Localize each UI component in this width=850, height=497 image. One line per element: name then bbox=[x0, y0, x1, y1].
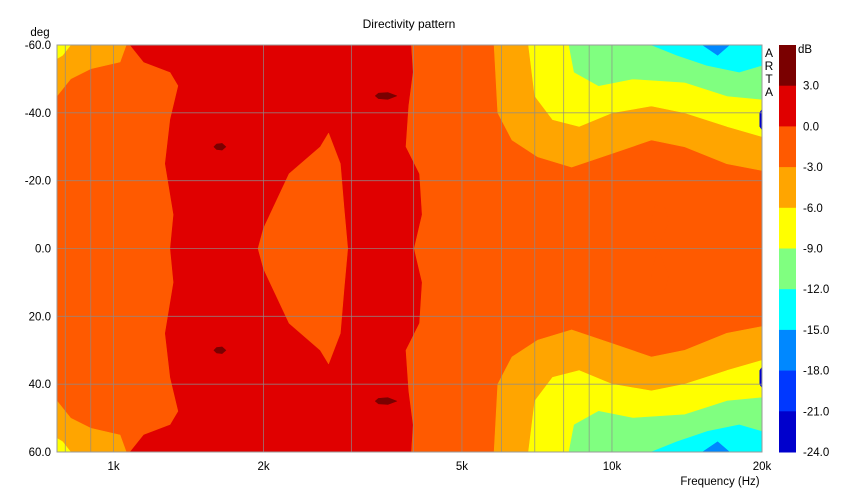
colorbar bbox=[779, 45, 796, 453]
colorbar-band-8 bbox=[779, 370, 796, 412]
x-tick-label-2: 5k bbox=[456, 461, 468, 473]
colorbar-label-3: -6.0 bbox=[803, 203, 823, 215]
colorbar-unit: dB bbox=[798, 44, 812, 56]
contour-region-21 bbox=[374, 397, 398, 405]
watermark-letter-3: A bbox=[765, 85, 773, 99]
y-tick-label-5: 40.0 bbox=[29, 379, 51, 391]
contour-region-18 bbox=[213, 143, 227, 151]
y-axis-label: deg bbox=[30, 27, 49, 39]
x-tick-labels: 1k 2k 5k 10k 20k bbox=[107, 461, 771, 473]
colorbar-label-7: -18.0 bbox=[803, 366, 829, 378]
x-tick-label-1: 2k bbox=[258, 461, 270, 473]
contour-region-17 bbox=[651, 204, 670, 293]
colorbar-label-2: -3.0 bbox=[803, 162, 823, 174]
x-tick-label-0: 1k bbox=[107, 461, 119, 473]
colorbar-label-8: -21.0 bbox=[803, 406, 829, 418]
chart-title: Directivity pattern bbox=[363, 17, 456, 31]
colorbar-label-0: 3.0 bbox=[803, 81, 819, 93]
contour-region-19 bbox=[213, 346, 227, 354]
y-tick-label-0: -60.0 bbox=[25, 40, 51, 52]
colorbar-label-6: -15.0 bbox=[803, 325, 829, 337]
y-tick-label-1: -40.0 bbox=[25, 108, 51, 120]
plot-frame bbox=[56, 44, 763, 453]
colorbar-label-4: -9.0 bbox=[803, 244, 823, 256]
y-tick-label-6: 60.0 bbox=[29, 447, 51, 459]
y-tick-label-4: 20.0 bbox=[29, 311, 51, 323]
colorbar-label-9: -24.0 bbox=[803, 447, 829, 459]
watermark-letter-1: R bbox=[765, 59, 774, 73]
colorbar-band-0 bbox=[779, 45, 796, 87]
x-axis-label: Frequency (Hz) bbox=[680, 476, 759, 488]
watermark-letter-2: T bbox=[765, 72, 773, 86]
colorbar-band-7 bbox=[779, 329, 796, 372]
colorbar-band-5 bbox=[779, 248, 796, 290]
colorbar-label-1: 0.0 bbox=[803, 121, 819, 133]
watermark-letter-0: A bbox=[765, 46, 773, 60]
y-tick-label-2: -20.0 bbox=[25, 176, 51, 188]
contour-region-20 bbox=[374, 92, 398, 100]
y-tick-label-3: 0.0 bbox=[35, 244, 51, 256]
colorbar-band-9 bbox=[779, 411, 796, 453]
colorbar-label-5: -12.0 bbox=[803, 284, 829, 296]
x-tick-label-4: 20k bbox=[753, 461, 772, 473]
colorbar-band-6 bbox=[779, 289, 796, 331]
x-tick-label-3: 10k bbox=[603, 461, 622, 473]
colorbar-band-4 bbox=[779, 207, 796, 249]
colorbar-band-2 bbox=[779, 126, 796, 168]
y-tick-labels: -60.0 -40.0 -20.0 0.0 20.0 40.0 60.0 bbox=[25, 40, 51, 459]
colorbar-labels: 3.0 0.0 -3.0 -6.0 -9.0 -12.0 -15.0 -18.0 -21.0 -2… bbox=[803, 81, 829, 459]
colorbar-band-1 bbox=[779, 85, 796, 127]
colorbar-band-3 bbox=[779, 167, 796, 209]
